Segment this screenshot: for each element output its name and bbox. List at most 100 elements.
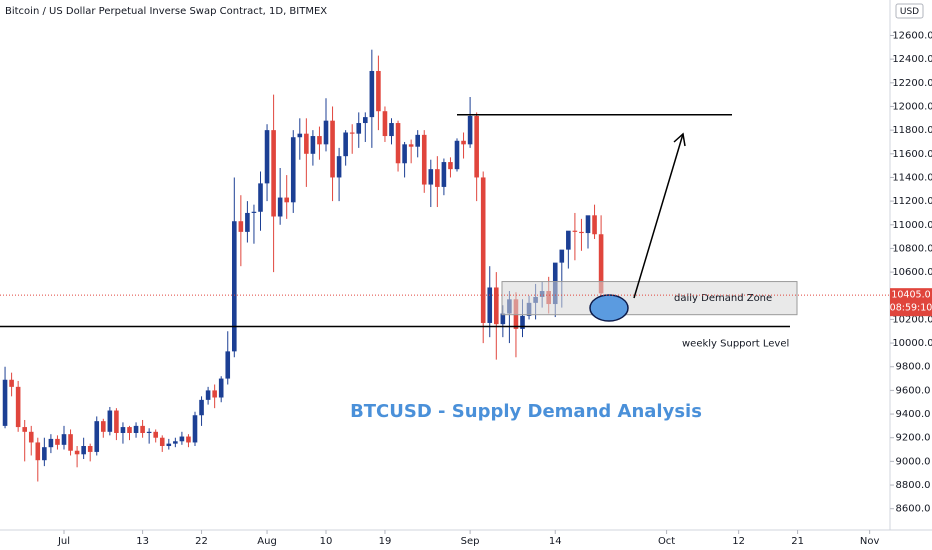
current-price-label: 10405.0 [891, 290, 930, 301]
headline: BTCUSD - Supply Demand Analysis [350, 401, 702, 422]
y-tick-label: 12000.0 [892, 101, 932, 112]
countdown-label: 08:59:10 [890, 303, 932, 314]
candle-body [232, 221, 237, 352]
candle-body [336, 156, 342, 178]
candle-body [277, 197, 283, 217]
candle-body [264, 130, 270, 184]
x-tick-label: Oct [658, 536, 675, 547]
highlight-ellipse [589, 294, 629, 322]
candle-body [140, 425, 145, 433]
y-tick-label: 10800.0 [892, 243, 932, 254]
candle-body [107, 410, 113, 432]
candle-body [35, 442, 41, 461]
candle-body [363, 117, 368, 124]
y-tick-label: 8600.0 [896, 504, 931, 515]
candle-body [225, 351, 231, 379]
x-tick-label: 13 [136, 536, 149, 547]
candle-body [441, 162, 447, 187]
candle-body [94, 421, 100, 452]
candle-body [146, 431, 152, 433]
candle-body [435, 169, 440, 187]
candle-body [15, 386, 21, 428]
currency-box[interactable] [895, 3, 924, 19]
candle-body [238, 221, 244, 232]
currency-label: USD [900, 7, 919, 17]
candle-body [448, 162, 453, 170]
candle-body [566, 230, 571, 250]
y-tick-label: 10200.0 [892, 314, 932, 325]
candle-body [317, 136, 322, 145]
y-tick-label: 9600.0 [896, 385, 931, 396]
candle-body [74, 450, 80, 455]
y-tick-label: 11000.0 [892, 220, 932, 231]
candle-body [408, 144, 414, 147]
candle-body [395, 123, 401, 164]
candle-body [218, 378, 224, 398]
candle-body [585, 215, 591, 234]
y-tick-label: 9400.0 [896, 409, 931, 420]
candle-body [480, 177, 486, 323]
candle-body [474, 115, 479, 178]
chart-title: Bitcoin / US Dollar Perpetual Inverse Sw… [5, 6, 327, 17]
candle-body [520, 315, 525, 329]
candle-body [330, 120, 335, 178]
x-tick-label: 22 [195, 536, 208, 547]
candle-body [87, 446, 93, 452]
y-tick-label: 9000.0 [896, 456, 931, 467]
x-tick-label: 12 [732, 536, 745, 547]
candle-body [212, 390, 217, 398]
candle-body [559, 249, 565, 263]
candle-body [382, 111, 388, 137]
candle-body [290, 137, 296, 203]
y-tick-label: 10600.0 [892, 267, 932, 278]
candle-body [68, 434, 73, 451]
x-tick-label: Aug [257, 536, 277, 547]
candle-body [415, 134, 420, 147]
x-tick-label: 19 [379, 536, 392, 547]
candle-body [2, 379, 8, 426]
y-tick-label: 8800.0 [896, 480, 931, 491]
candle-body [153, 431, 158, 438]
y-tick-label: 9800.0 [896, 362, 931, 373]
candle-body [159, 437, 165, 447]
candle-body [454, 140, 460, 170]
current-price-box [890, 288, 932, 317]
y-tick-label: 12200.0 [892, 78, 932, 89]
demand-zone-label: daily Demand Zone [674, 293, 772, 304]
candle-body [323, 120, 329, 145]
x-tick-label: 21 [791, 536, 804, 547]
x-tick-label: Nov [860, 536, 880, 547]
candle-body [28, 431, 34, 443]
candle-body [356, 123, 362, 134]
candle-body [500, 313, 506, 325]
candle-body [487, 287, 493, 323]
arrow-head [673, 132, 686, 147]
candle-body [284, 197, 289, 203]
candle-body [304, 133, 309, 154]
candle-body [192, 415, 198, 443]
candle-body [166, 443, 172, 447]
candle-body [592, 215, 597, 235]
candle-body [173, 441, 178, 444]
x-tick-label: Jul [57, 536, 70, 547]
candle-body [598, 234, 604, 294]
candle-body [251, 211, 257, 213]
candle-body [402, 144, 407, 164]
candle-body [245, 212, 250, 232]
arrow-shaft [633, 133, 684, 299]
y-tick-label: 11200.0 [892, 196, 932, 207]
candle-body [579, 231, 584, 234]
candle-body [22, 427, 27, 432]
demand-zone [501, 281, 798, 316]
candle-body [9, 379, 14, 387]
candle-body [310, 136, 316, 154]
candle-body [343, 132, 348, 157]
candle-body [421, 134, 427, 185]
candle-body [127, 427, 132, 433]
candle-body [376, 70, 381, 112]
candle-body [199, 399, 204, 416]
y-tick-label: 11400.0 [892, 172, 932, 183]
y-tick-label: 11800.0 [892, 125, 932, 136]
